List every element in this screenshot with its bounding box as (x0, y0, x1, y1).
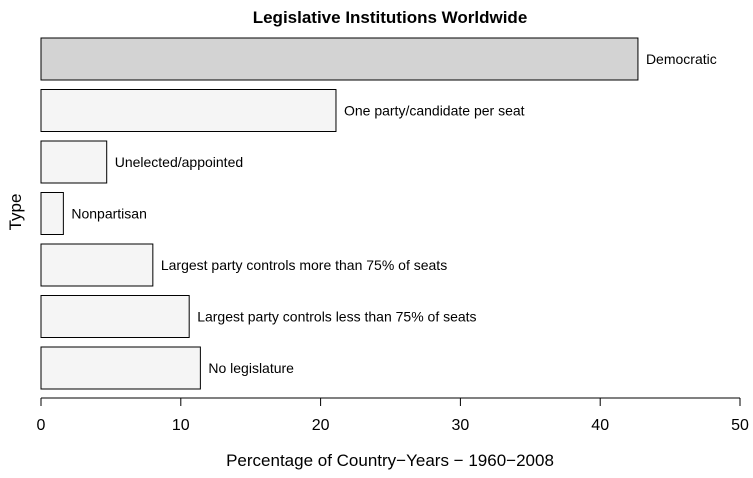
bar (40, 346, 201, 390)
bar (40, 37, 639, 81)
bar (40, 243, 154, 287)
x-tick-label: 0 (37, 417, 46, 434)
bar (40, 192, 64, 235)
x-tick-label: 50 (731, 417, 749, 434)
bar-label: One party/candidate per seat (344, 103, 525, 119)
x-tick-label: 30 (452, 417, 470, 434)
x-axis-label: Percentage of Country−Years − 1960−2008 (226, 451, 554, 470)
bar (40, 295, 190, 338)
x-tick-label: 20 (312, 417, 330, 434)
bar-label: No legislature (208, 360, 294, 376)
bar-label: Largest party controls more than 75% of … (161, 257, 447, 273)
bar-label: Largest party controls less than 75% of … (197, 309, 476, 325)
x-tick-label: 40 (591, 417, 609, 434)
bar-labels-group: Democratic One party/candidate per seat Un… (71, 51, 716, 376)
bar (40, 140, 108, 184)
y-axis-label: Type (6, 194, 25, 231)
bar-label: Democratic (646, 51, 717, 67)
bar (40, 89, 337, 132)
bar-label: Unelected/appointed (115, 154, 243, 170)
x-axis-ticks: 0 10 20 30 40 50 (37, 398, 749, 434)
x-tick-label: 10 (172, 417, 190, 434)
bar-label: Nonpartisan (71, 206, 147, 222)
bars-group (40, 37, 639, 390)
chart-title: Legislative Institutions Worldwide (253, 8, 528, 27)
